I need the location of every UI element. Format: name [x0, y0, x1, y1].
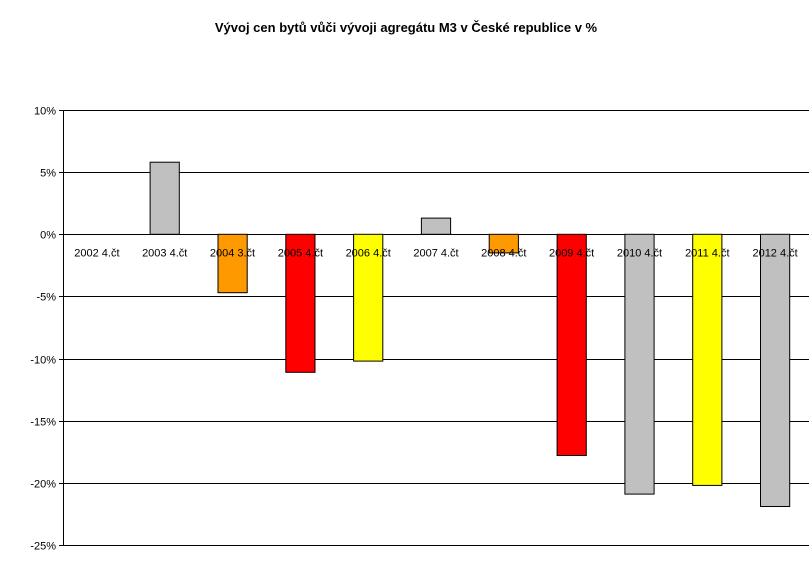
x-tick-label: 2007 4.čt: [413, 247, 458, 259]
x-tick-label: 2009 4.čt: [549, 247, 594, 259]
bar-2008-4-t: [488, 233, 519, 254]
x-tick-label: 2008 4.čt: [481, 247, 526, 259]
bars: [149, 161, 791, 508]
y-axis: 10% 5% 0% -5% -10% -15% -20% -25%: [30, 106, 64, 553]
bar-2012-4-t: [760, 233, 791, 508]
y-tick-label: 0%: [40, 230, 56, 242]
bar-2003-4-t: [149, 161, 180, 235]
y-tick-label: 10%: [34, 106, 56, 118]
bar-2009-4-t: [556, 233, 587, 456]
y-tick-label: -25%: [30, 541, 56, 553]
y-tick-label: -10%: [30, 355, 56, 367]
bar-2004-3-t: [217, 233, 248, 294]
bar-2006-4-t: [353, 233, 384, 362]
x-axis-labels: 2002 4.čt 2003 4.čt 2004 3.čt 2005 4.čt 2006…: [74, 247, 797, 259]
y-tick-label: -5%: [36, 292, 56, 304]
y-tick-label: -15%: [30, 417, 56, 429]
x-tick-label: 2004 3.čt: [210, 247, 255, 259]
y-tick-label: 5%: [40, 168, 56, 180]
x-tick-label: 2005 4.čt: [278, 247, 323, 259]
chart-title: Vývoj cen bytů vůči vývoji agregátu M3 v…: [214, 20, 598, 35]
y-tick-label: -20%: [30, 479, 56, 491]
x-tick-label: 2010 4.čt: [617, 247, 662, 259]
x-tick-label: 2011 4.čt: [685, 247, 729, 259]
bar-2005-4-t: [285, 233, 316, 373]
x-tick-label: 2002 4.čt: [74, 247, 119, 259]
bar-2010-4-t: [624, 233, 655, 495]
x-tick-label: 2006 4.čt: [346, 247, 391, 259]
bar-2007-4-t: [420, 217, 452, 235]
x-tick-label: 2003 4.čt: [142, 247, 187, 259]
x-tick-label: 2012 4.čt: [752, 247, 797, 259]
bar-2011-4-t: [692, 233, 723, 486]
